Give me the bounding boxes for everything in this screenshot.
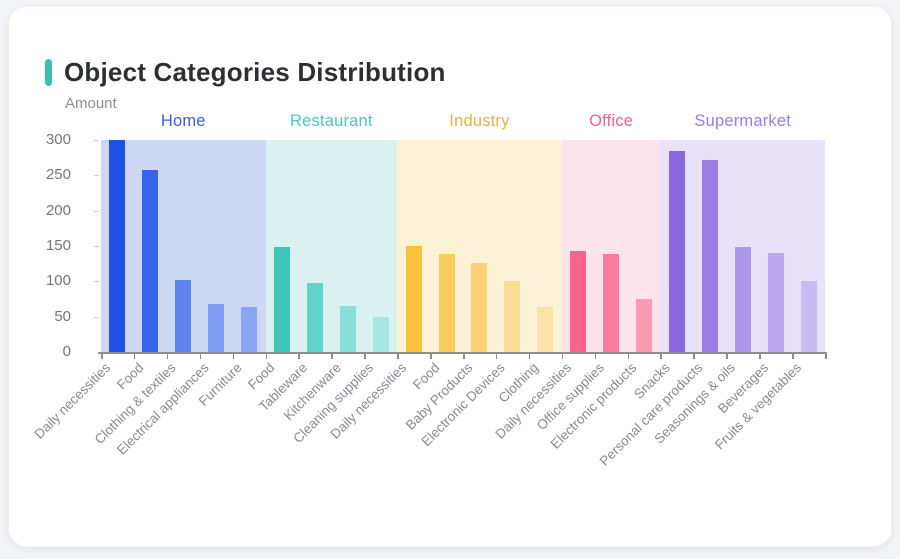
group-label-restaurant: Restaurant [289,112,373,130]
bar-office-office-supplies[interactable] [603,254,620,352]
x-axis-tick [726,353,728,359]
bar-supermarket-seasonings-oils[interactable] [734,247,751,352]
bar-industry-electronic-devices[interactable] [504,281,521,352]
bar-restaurant-kitchenware[interactable] [339,306,356,352]
bar-industry-daily-necessities[interactable] [405,246,422,352]
x-axis-tick [397,353,399,359]
x-axis-tick [232,353,235,359]
x-axis-tick [660,353,662,359]
x-axis-tick [265,353,268,359]
y-axis-title: Amount [65,95,117,112]
group-label-industry: Industry [449,112,510,130]
bar-supermarket-personal-care-products[interactable] [701,159,718,352]
y-axis-tick [94,281,99,283]
bar-industry-baby-products[interactable] [471,262,488,352]
y-axis-tick-label: 50 [54,307,71,325]
bar-home-furniture[interactable] [241,307,258,352]
x-axis-tick [825,353,827,359]
bar-office-electronic-products[interactable] [636,299,652,352]
x-axis-tick [101,353,103,359]
x-axis-tick [133,353,136,359]
x-axis-tick [693,353,695,359]
x-axis-tick [495,353,498,359]
y-axis-tick [94,140,99,141]
x-axis-tick [430,353,432,359]
group-label-home: Home [160,112,206,130]
x-axis-tick [528,353,531,359]
y-axis-tick-label: 200 [45,201,71,219]
y-axis-tick [94,175,99,177]
bar-restaurant-tableware[interactable] [306,283,323,352]
bar-restaurant-cleaning-supplies[interactable] [372,316,389,352]
group-label-supermarket: Supermarket [694,112,792,130]
y-axis-tick [94,246,99,247]
bar-home-clothing-textiles[interactable] [175,279,192,352]
chart-card: Object Categories Distribution Amount 0 5… [8,6,892,547]
y-axis-tick-label: 150 [45,237,71,254]
chart-title: Object Categories Distribution [64,57,446,87]
bar-supermarket-snacks[interactable] [668,150,685,352]
x-axis-tick [759,353,761,359]
x-axis-tick [298,353,300,359]
x-axis-tick [199,353,202,359]
bar-home-food[interactable] [142,169,159,352]
y-axis-tick-label: 250 [45,166,71,184]
bar-chart: 0 50 100 150 200 250 300 Home Daily necessities F… [9,7,891,546]
title-row: Object Categories Distribution [45,57,446,88]
bar-restaurant-food[interactable] [274,247,290,352]
bar-supermarket-beverages[interactable] [767,253,784,352]
x-axis-tick [594,353,597,359]
bar-industry-food[interactable] [438,253,455,352]
y-axis-tick-label: 300 [45,131,71,148]
x-axis-line [98,352,827,354]
x-axis-tick [364,353,366,359]
x-axis-tick [627,353,630,359]
x-axis-tick [331,353,333,359]
bar-home-electrical-appliances[interactable] [208,303,225,352]
bar-home-daily-necessities[interactable] [109,140,126,352]
title-accent-bar [45,59,52,86]
x-axis-tick [463,353,465,359]
x-axis-tick [166,353,169,359]
bar-industry-clothing[interactable] [537,307,554,352]
bar-supermarket-fruits-vegetables[interactable] [800,280,817,352]
y-axis-tick-label: 0 [62,343,71,360]
group-label-office: Office [589,112,634,130]
y-axis-tick-label: 100 [45,272,71,290]
x-axis-tick [792,353,794,359]
y-axis-tick [94,210,99,212]
bar-office-daily-necessities[interactable] [570,250,587,352]
x-axis-tick [561,353,564,359]
y-axis-tick [94,316,99,318]
